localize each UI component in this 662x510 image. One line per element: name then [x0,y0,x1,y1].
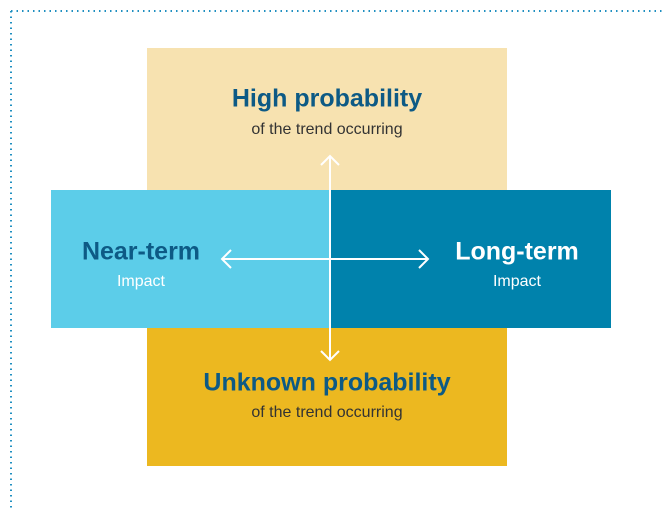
bottom-box [147,328,507,466]
quadrant-subtitle: of the trend occurring [251,404,402,421]
quadrant-subtitle: Impact [493,273,542,290]
quadrant-title: Long-term [455,238,579,266]
quadrant-title: Unknown probability [203,369,450,397]
arrows [220,154,430,362]
quadrant-title: High probability [232,85,422,113]
quadrant-subtitle: Impact [117,273,166,290]
top-box [147,48,507,190]
quadrant-subtitle: of the trend occurring [251,121,402,138]
quadrant-title: Near-term [82,238,200,266]
